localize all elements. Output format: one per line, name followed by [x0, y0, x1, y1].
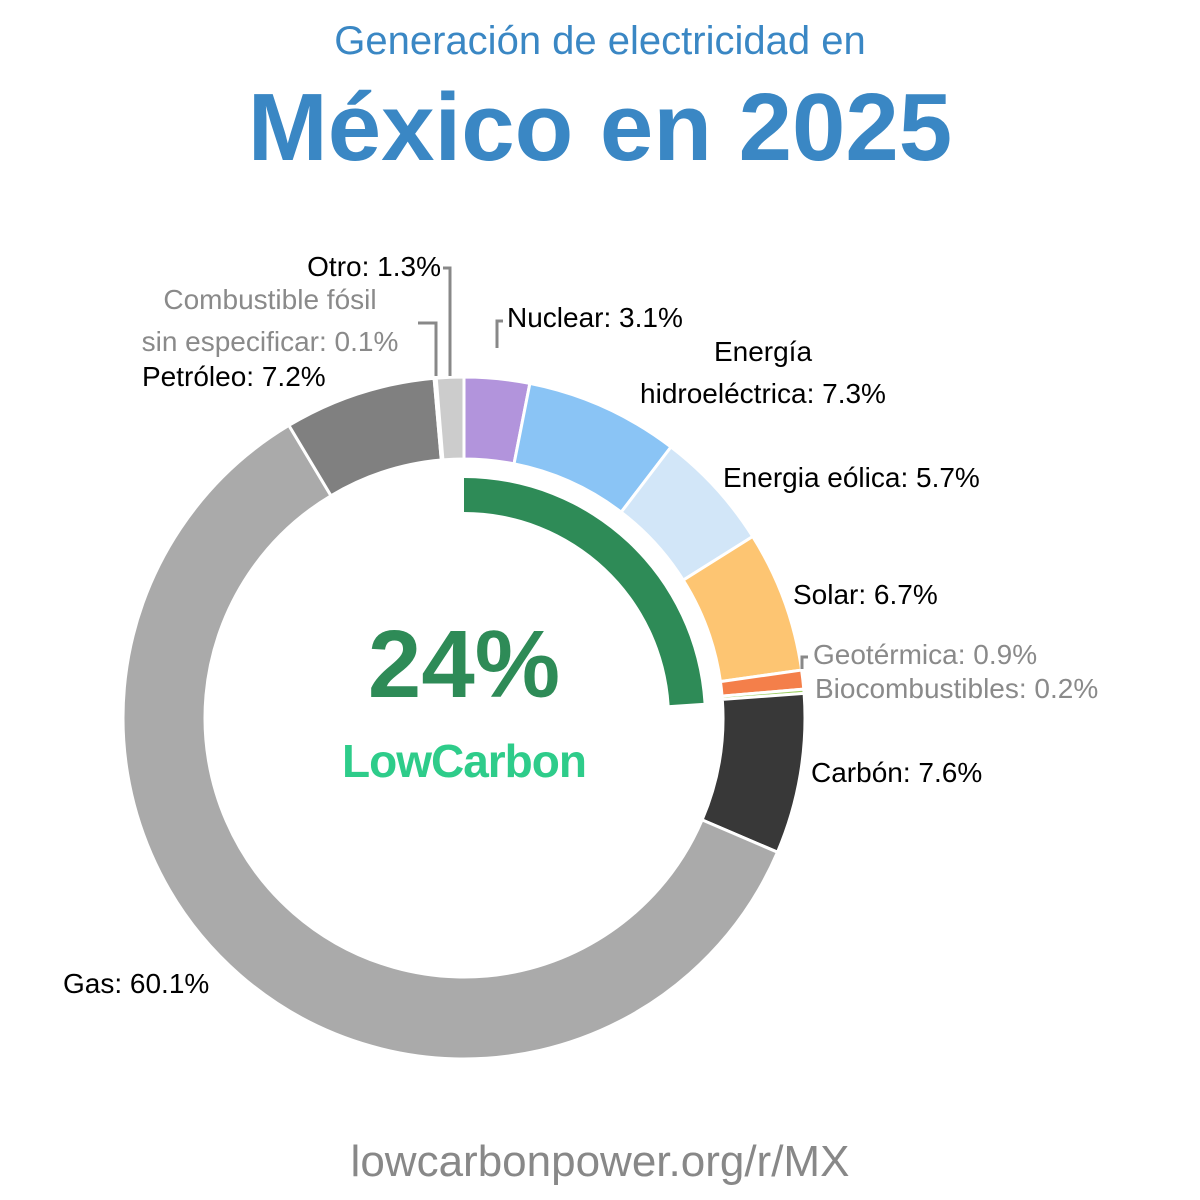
leader-line-nuclear: [495, 319, 503, 348]
label-wind: Energia eólica: 5.7%: [723, 462, 980, 493]
chart-subtitle: Generación de electricidad en: [334, 19, 865, 63]
label-unspecified-fossil-line-1: Combustible fósil: [163, 284, 376, 315]
label-leader-lines: [418, 266, 808, 669]
label-other: Otro: 1.3%: [307, 251, 441, 282]
label-unspecified-fossil-line-2: sin especificar: 0.1%: [142, 326, 399, 357]
lowcarbon-logo: LowCarbon: [342, 735, 586, 787]
slice-gas: [121, 423, 780, 1061]
label-hydro: Energía hidroeléctrica: 7.3%: [640, 336, 886, 409]
leader-line-geothermal: [800, 655, 808, 669]
label-hydro-line-1: Energía: [714, 336, 812, 367]
label-geothermal: Geotérmica: 0.9%: [813, 639, 1037, 670]
lowcarbon-share-arc: [464, 478, 704, 706]
lowcarbon-percentage: 24%: [368, 611, 560, 718]
donut-slices: [121, 375, 807, 1061]
label-coal: Carbón: 7.6%: [811, 757, 982, 788]
label-biofuels: Biocombustibles: 0.2%: [815, 673, 1098, 704]
leader-line-unspecified-fossil: [418, 321, 438, 376]
chart-title: México en 2025: [248, 74, 952, 181]
label-unspecified-fossil: Combustible fósil sin especificar: 0.1%: [142, 284, 399, 357]
label-solar: Solar: 6.7%: [793, 579, 938, 610]
label-oil: Petróleo: 7.2%: [142, 361, 326, 392]
slice-labels: Nuclear: 3.1% Energía hidroeléctrica: 7.3%…: [63, 251, 1098, 999]
lowcarbon-arc-group: [464, 478, 704, 706]
slice-other: [434, 375, 466, 462]
source-url[interactable]: lowcarbonpower.org/r/MX: [351, 1137, 850, 1186]
leader-line-other: [443, 266, 452, 376]
label-gas: Gas: 60.1%: [63, 968, 209, 999]
label-nuclear: Nuclear: 3.1%: [507, 302, 683, 333]
label-hydro-line-2: hidroeléctrica: 7.3%: [640, 378, 886, 409]
